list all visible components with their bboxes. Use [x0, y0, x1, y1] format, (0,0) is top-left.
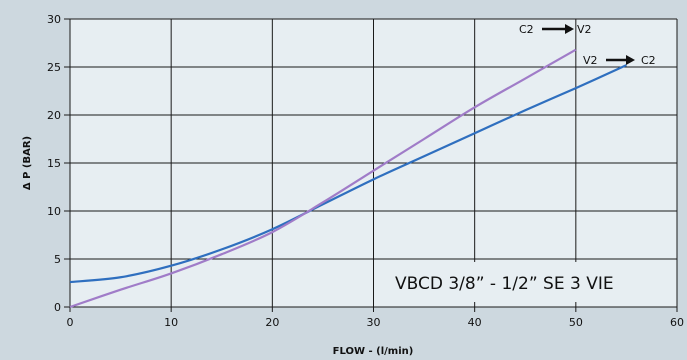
- chart-title: VBCD 3/8” - 1/2” SE 3 VIE: [395, 274, 614, 294]
- x-tick-label: 30: [367, 316, 381, 329]
- x-tick-label: 0: [67, 316, 74, 329]
- arrow-head-icon: [626, 55, 635, 65]
- series-lines: [69, 48, 627, 309]
- model-label-box: [388, 262, 673, 302]
- x-tick-label: 10: [164, 316, 178, 329]
- annotation-c2-to-v2-to: V2: [577, 23, 592, 36]
- grid: [64, 18, 678, 312]
- y-tick-label: 15: [47, 157, 61, 170]
- annotation-v2-to-c2-to: C2: [641, 54, 656, 67]
- x-axis-label: FLOW - (l/min): [333, 346, 414, 357]
- y-tick-label: 5: [54, 253, 61, 266]
- arrow-head-icon: [565, 24, 574, 34]
- y-axis-label: Δ P (BAR): [22, 136, 33, 190]
- series-line-1: [69, 48, 577, 309]
- y-tick-label: 0: [54, 301, 61, 314]
- annotation-v2-to-c2: V2 C2: [583, 54, 656, 67]
- x-tick-label: 40: [468, 316, 482, 329]
- y-tick-label: 30: [47, 13, 61, 26]
- annotation-c2-to-v2: C2 V2: [519, 23, 592, 36]
- series-line-0: [69, 64, 627, 284]
- y-tick-label: 25: [47, 61, 61, 74]
- annotation-v2-to-c2-from: V2: [583, 54, 598, 67]
- x-tick-label: 20: [265, 316, 279, 329]
- tick-labels: 0 5 10 15 20 25 30 0 10 20 30 40 50 60: [47, 13, 684, 329]
- annotation-c2-to-v2-from: C2: [519, 23, 534, 36]
- x-tick-label: 60: [670, 316, 684, 329]
- y-tick-label: 20: [47, 109, 61, 122]
- x-tick-label: 50: [569, 316, 583, 329]
- y-tick-label: 10: [47, 205, 61, 218]
